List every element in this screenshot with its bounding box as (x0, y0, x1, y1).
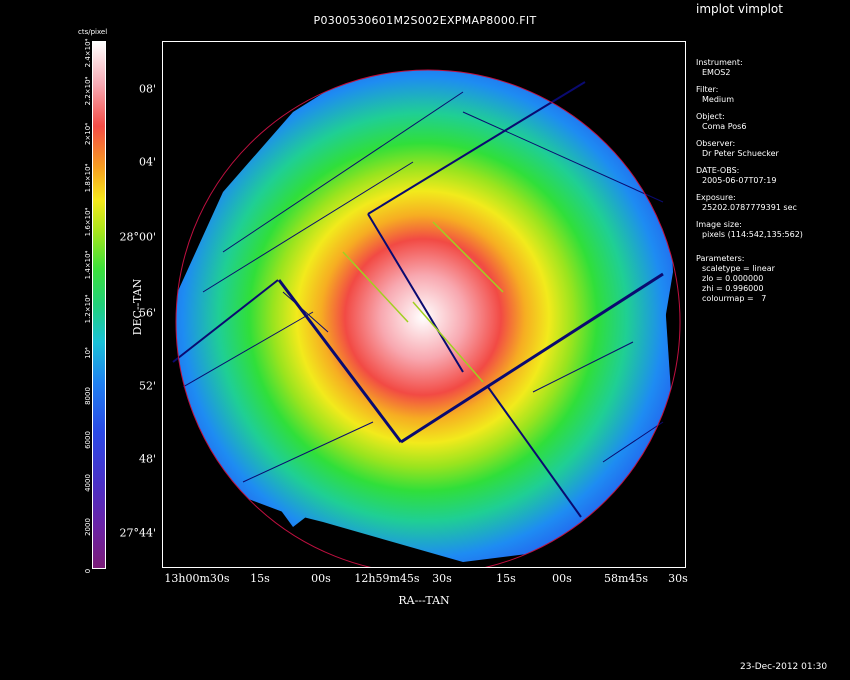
app-label: implot vimplot (696, 2, 783, 16)
y-tick-label: 28°00' (119, 230, 156, 244)
x-tick-label: 58m45s (603, 572, 649, 585)
x-tick-label: 30s (668, 572, 688, 585)
exposure-map-plot (162, 41, 686, 568)
y-axis-title: DEC--TAN (131, 278, 144, 336)
x-axis: 13h00m30s 15s 00s 12h59m45s 30s 15s 00s … (162, 572, 688, 592)
y-tick-label: 52' (138, 379, 156, 393)
info-filter: Filter: Medium (696, 85, 734, 104)
info-object: Object: Coma Pos6 (696, 112, 747, 131)
y-tick-label: 08' (138, 82, 156, 96)
x-axis-title: RA---TAN (398, 594, 450, 607)
y-tick-label: 56' (138, 306, 156, 320)
y-tick-label: 48' (138, 452, 156, 466)
colorbar (92, 41, 106, 569)
x-tick-label: 15s (496, 572, 516, 585)
colorbar-unit: cts/pixel (78, 28, 108, 36)
info-image-size: Image size: pixels (114:542,135:562) (696, 220, 803, 239)
x-tick-label: 13h00m30s (164, 572, 230, 585)
info-exposure: Exposure: 25202.0787779391 sec (696, 193, 797, 212)
plot-title: P0300530601M2S002EXPMAP8000.FIT (313, 14, 537, 27)
y-axis: 08' 04' 28°00' 56' 52' 48' 27°44' (116, 41, 162, 566)
x-tick-label: 15s (250, 572, 270, 585)
y-tick-label: 27°44' (119, 526, 156, 540)
ccd-upper-right (363, 82, 673, 372)
exposure-map-image (172, 69, 681, 567)
info-date-obs: DATE-OBS: 2005-06-07T07:19 (696, 166, 777, 185)
x-tick-label: 00s (311, 572, 331, 585)
ccd-gaps (172, 81, 664, 518)
info-observer: Observer: Dr Peter Schuecker (696, 139, 779, 158)
info-panel: Instrument: EMOS2 Filter: Medium Object: Co… (696, 58, 848, 311)
x-tick-label: 12h59m45s (354, 572, 420, 585)
x-tick-label: 30s (432, 572, 452, 585)
field-of-view (176, 70, 673, 562)
ccd-lower-right (463, 272, 673, 522)
y-tick-label: 04' (138, 155, 156, 169)
bad-columns (342, 221, 504, 383)
info-parameters: Parameters: scaletype = linear zlo = 0.0… (696, 254, 775, 303)
fov-edge (175, 69, 681, 567)
info-instrument: Instrument: EMOS2 (696, 58, 743, 77)
ccd-lower-left (176, 282, 403, 527)
timestamp: 23-Dec-2012 01:30 (740, 662, 828, 672)
colorbar-ticks: 0 2000 4000 6000 8000 10⁴ 1.2×10⁴ 1.4×10… (84, 38, 92, 574)
x-tick-label: 00s (552, 572, 572, 585)
